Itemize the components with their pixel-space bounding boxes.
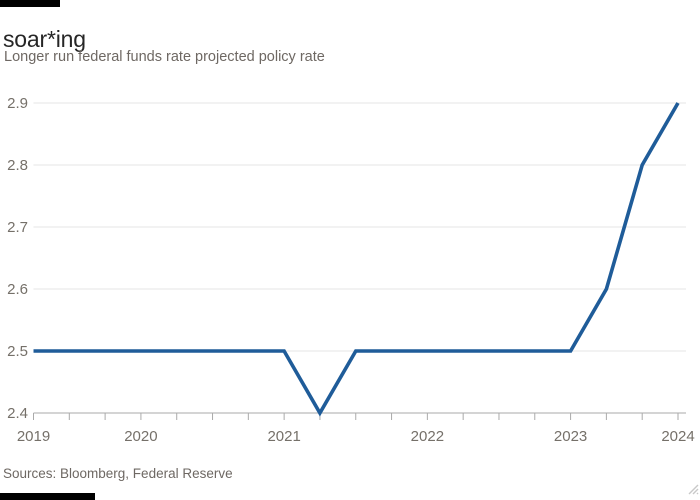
svg-text:2.7: 2.7 <box>7 219 28 236</box>
svg-text:2019: 2019 <box>17 428 50 445</box>
svg-text:2.6: 2.6 <box>7 281 28 298</box>
resize-grip-icon[interactable] <box>686 482 699 495</box>
svg-text:2024: 2024 <box>661 428 694 445</box>
svg-text:2.4: 2.4 <box>7 405 28 422</box>
bottom-slug-bar <box>0 493 95 500</box>
svg-text:2.9: 2.9 <box>7 95 28 112</box>
svg-text:2.5: 2.5 <box>7 343 28 360</box>
svg-text:2020: 2020 <box>124 428 157 445</box>
source-note: Sources: Bloomberg, Federal Reserve <box>3 466 233 481</box>
chart-subtitle: Longer run federal funds rate projected … <box>4 49 325 65</box>
svg-text:2022: 2022 <box>411 428 444 445</box>
svg-text:2.8: 2.8 <box>7 157 28 174</box>
line-chart-canvas: 2.4 2.5 2.6 2.7 2.8 2.9 2019 2020 2021 2022 2023 20… <box>7 95 695 445</box>
brand-slug-bar <box>0 0 60 7</box>
svg-text:2021: 2021 <box>267 428 300 445</box>
svg-text:2023: 2023 <box>554 428 587 445</box>
chart-title: soar*ing <box>3 26 86 52</box>
